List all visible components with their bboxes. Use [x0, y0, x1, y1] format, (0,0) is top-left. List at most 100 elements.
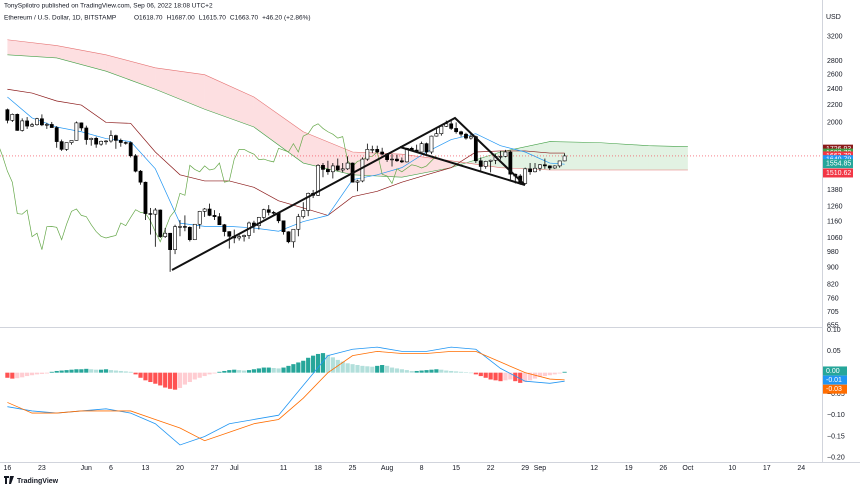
- macd-histogram-bar: [409, 370, 414, 373]
- candle-body: [281, 220, 286, 233]
- candle-body: [399, 160, 404, 163]
- candle-body: [197, 211, 202, 225]
- y-tick-label: 1060: [827, 235, 843, 242]
- candle-body: [10, 114, 15, 121]
- candle-body: [104, 140, 108, 143]
- candle-body: [547, 165, 552, 169]
- macd-histogram-bar: [463, 372, 469, 373]
- macd-histogram-bar: [414, 370, 419, 373]
- macd-histogram-bar: [320, 353, 326, 373]
- macd-histogram-bar: [128, 371, 133, 373]
- macd-badge: [823, 384, 847, 394]
- cloud-fill: [303, 131, 353, 175]
- candle-body: [54, 127, 59, 142]
- macd-histogram-bar: [325, 354, 331, 373]
- macd-tick-label: 0.05: [827, 348, 841, 355]
- chikou-line: [0, 123, 437, 250]
- macd-histogram-bar: [5, 372, 10, 378]
- macd-histogram-bar: [138, 372, 143, 378]
- candle-body: [25, 120, 30, 127]
- macd-badge-label: 0.00: [826, 368, 840, 375]
- price-badge-label: 1554.85: [826, 160, 851, 167]
- macd-histogram-bar: [468, 372, 474, 374]
- macd-histogram-bar: [557, 372, 562, 374]
- macd-histogram-bar: [15, 372, 20, 379]
- candle-body: [483, 161, 488, 167]
- candle-body: [266, 209, 271, 213]
- macd-histogram-bar: [237, 370, 242, 373]
- currency: USD: [826, 14, 841, 21]
- candle-body: [237, 236, 242, 239]
- candle-body: [207, 208, 212, 216]
- candle-body: [133, 155, 138, 172]
- macd-histogram-bar: [69, 369, 74, 373]
- macd-histogram-bar: [103, 369, 109, 373]
- cloud-fill: [352, 152, 402, 178]
- x-tick-label: 18: [314, 465, 322, 472]
- x-tick-label: 12: [590, 465, 598, 472]
- macd-histogram-bar: [163, 372, 168, 388]
- macd-histogram-bar: [518, 372, 523, 383]
- publisher: TonySpilotro published on TradingView.co…: [4, 3, 213, 10]
- candle-body: [74, 122, 79, 141]
- candle-body: [557, 160, 562, 167]
- candle-body: [99, 140, 103, 145]
- macd-histogram-bar: [232, 369, 237, 373]
- macd-histogram-bar: [153, 372, 158, 384]
- macd-histogram-bar: [29, 372, 35, 376]
- macd-histogram-bar: [34, 372, 40, 375]
- price-badge: [823, 168, 853, 178]
- macd-histogram-bar: [537, 372, 543, 377]
- macd-histogram-bar: [10, 372, 15, 379]
- x-tick-label: Sep: [534, 465, 547, 472]
- macd-histogram-bar: [192, 372, 197, 380]
- macd-tick-label: −0.15: [827, 433, 845, 440]
- x-tick-label: 8: [420, 465, 424, 472]
- x-tick-label: Aug: [381, 465, 394, 472]
- x-tick-label: 13: [142, 465, 150, 472]
- candle-body: [508, 151, 513, 175]
- signal-line: [7, 350, 565, 442]
- macd-histogram-bar: [49, 371, 54, 373]
- candle-body: [173, 226, 177, 250]
- candle-body: [464, 133, 468, 139]
- candle-body: [168, 232, 173, 250]
- macd-histogram-bar: [59, 370, 64, 373]
- macd-histogram-bar: [523, 372, 528, 383]
- macd-histogram-bar: [261, 367, 266, 373]
- macd-histogram-bar: [25, 372, 30, 377]
- x-tick-label: 20: [176, 465, 184, 472]
- candle-body: [552, 165, 557, 169]
- macd-histogram-bar: [340, 361, 345, 373]
- candle-body: [242, 235, 246, 237]
- cloud-fill: [451, 152, 501, 168]
- candle-body: [49, 124, 54, 128]
- macd-histogram-bar: [380, 365, 385, 373]
- candle-body: [503, 151, 508, 157]
- macd-histogram-bar: [360, 365, 365, 373]
- x-tick-label: 17: [763, 465, 771, 472]
- symbol-title: Ethereum / U.S. Dollar, 1D, BITSTAMP: [4, 15, 116, 22]
- x-tick-label: 26: [659, 465, 667, 472]
- macd-histogram-bar: [202, 372, 207, 377]
- candle-body: [143, 181, 148, 214]
- y-tick-label: 820: [827, 282, 839, 289]
- x-tick-label: 11: [280, 465, 287, 472]
- candle-body: [316, 165, 320, 196]
- macd-histogram-bar: [513, 372, 518, 382]
- y-tick-label: 900: [827, 265, 839, 272]
- macd-line: [7, 346, 565, 446]
- candle-body: [375, 149, 380, 153]
- candle-body: [488, 159, 493, 162]
- macd-histogram-bar: [256, 368, 261, 373]
- candle-body: [138, 170, 143, 183]
- candle-body: [419, 143, 424, 153]
- macd-histogram-bar: [168, 372, 173, 389]
- candle-body: [523, 168, 528, 184]
- macd-histogram-bar: [212, 372, 217, 374]
- y-tick-label: 2400: [827, 86, 843, 93]
- y-tick-label: 2800: [827, 58, 843, 65]
- candle-body: [20, 120, 25, 131]
- candle-body: [212, 215, 217, 217]
- ohlc-value: L1615.70: [199, 15, 226, 22]
